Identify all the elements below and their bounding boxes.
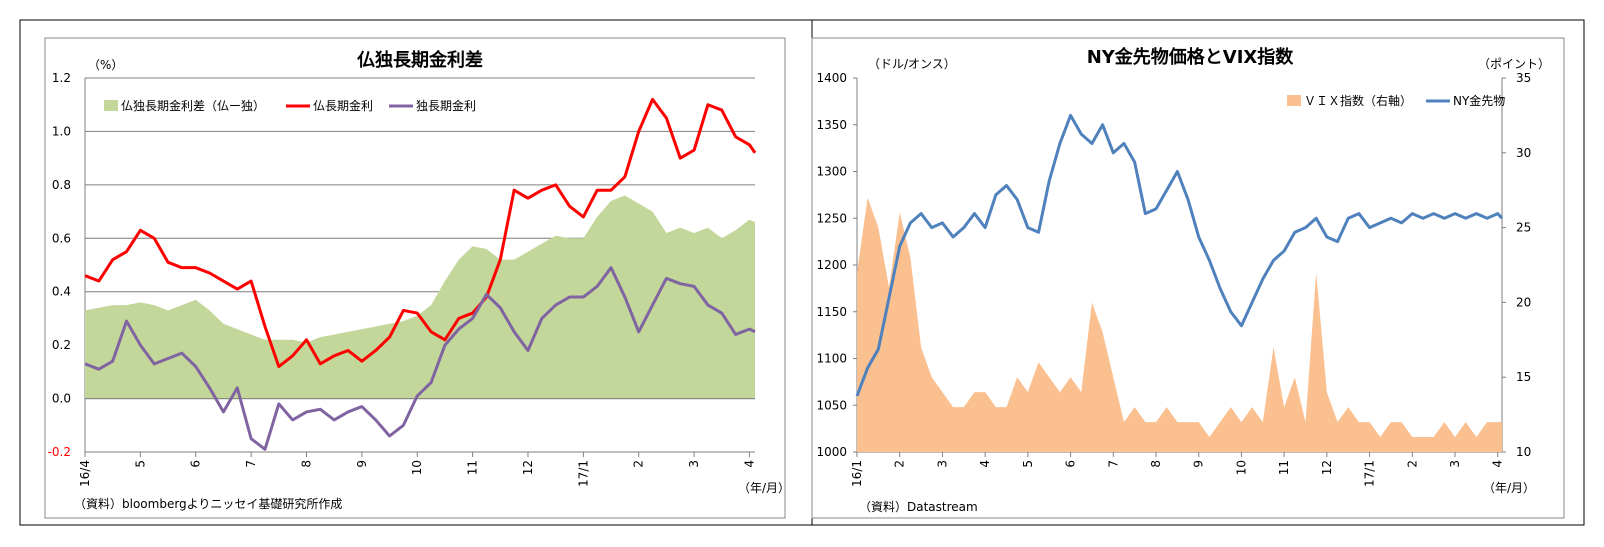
x-tick-label: 5 xyxy=(1021,460,1035,468)
y-right-tick-label: 30 xyxy=(1516,146,1531,160)
x-tick-label: 7 xyxy=(244,460,258,468)
x-tick-label: 3 xyxy=(1448,460,1462,468)
legend-label-germany: 独長期金利 xyxy=(416,98,476,113)
x-tick-label: 16/4 xyxy=(78,460,92,487)
y-left-tick-label: 1400 xyxy=(816,71,847,85)
x-tick-label: 3 xyxy=(935,460,949,468)
right-x-unit: （年/月） xyxy=(1483,481,1535,495)
legend-label-france: 仏長期金利 xyxy=(313,98,373,113)
x-tick-label: 16/1 xyxy=(850,460,864,487)
left-legend: 仏独長期金利差（仏ー独） 仏長期金利 独長期金利 xyxy=(104,98,476,113)
legend-swatch-vix xyxy=(1287,95,1301,106)
y-left-tick-label: 1300 xyxy=(816,165,847,179)
right-chart: NY金先物価格とVIX指数 （ドル/オンス） （ポイント） 1400 1350 13… xyxy=(811,37,1565,519)
legend-swatch-spread xyxy=(104,100,118,111)
y-tick-label: 0.6 xyxy=(52,231,71,245)
x-tick-label: 6 xyxy=(1064,460,1078,468)
left-y-unit: （%） xyxy=(88,58,123,72)
x-tick-label: 11 xyxy=(1277,460,1291,475)
right-source-note: （資料）Datastream xyxy=(859,500,978,514)
x-tick-label: 8 xyxy=(1149,460,1163,468)
right-x-tick-labels: 16/1 2 3 4 5 6 7 8 9 10 11 12 17/1 2 3 4 xyxy=(850,452,1505,487)
left-chart-title: 仏独長期金利差 xyxy=(357,49,483,71)
y-right-tick-label: 20 xyxy=(1516,295,1531,309)
y-tick-label: 0.2 xyxy=(52,338,71,352)
x-tick-label: 9 xyxy=(355,460,369,468)
right-y-right-unit: （ポイント） xyxy=(1478,57,1550,71)
right-chart-title: NY金先物価格とVIX指数 xyxy=(1087,46,1295,68)
right-y-left-tick-labels: 1400 1350 1300 1250 1200 1150 1100 1050 1000 xyxy=(816,71,857,459)
x-tick-label: 3 xyxy=(687,460,701,468)
x-tick-label: 8 xyxy=(299,460,313,468)
x-tick-label: 5 xyxy=(133,460,147,468)
series-line-germany xyxy=(84,266,756,451)
left-source-note: （資料）bloombergよりニッセイ基礎研究所作成 xyxy=(74,496,342,511)
x-tick-label: 4 xyxy=(1491,460,1505,468)
x-tick-label: 9 xyxy=(1192,460,1206,468)
x-tick-label: 11 xyxy=(466,460,480,475)
y-right-tick-label: 25 xyxy=(1516,221,1531,235)
x-tick-label: 10 xyxy=(1234,460,1248,475)
left-x-tick-labels: 16/4 5 6 7 8 9 10 11 12 17/1 2 3 4 xyxy=(78,452,756,487)
y-tick-label: 0.8 xyxy=(52,178,71,192)
y-tick-label: 0.4 xyxy=(52,285,71,299)
y-left-tick-label: 1150 xyxy=(816,305,847,319)
right-legend: ＶＩＸ指数（右軸） NY金先物 xyxy=(1287,93,1505,108)
series-area-spread xyxy=(85,195,755,399)
left-x-unit: （年/月） xyxy=(738,481,790,495)
y-left-tick-label: 1050 xyxy=(816,398,847,412)
right-plot-area xyxy=(855,78,1504,453)
x-tick-label: 2 xyxy=(1405,460,1419,468)
x-tick-label: 17/1 xyxy=(576,460,590,487)
x-tick-label: 2 xyxy=(632,460,646,468)
y-tick-label: 0.0 xyxy=(52,392,71,406)
series-line-gold xyxy=(855,113,1504,397)
left-plot-area xyxy=(84,97,757,451)
y-left-tick-label: 1250 xyxy=(816,211,847,225)
y-left-tick-label: 1350 xyxy=(816,118,847,132)
x-tick-label: 12 xyxy=(1320,460,1334,475)
x-tick-label: 4 xyxy=(978,460,992,468)
y-right-tick-label: 10 xyxy=(1516,445,1531,459)
x-tick-label: 17/1 xyxy=(1363,460,1377,487)
x-tick-label: 4 xyxy=(742,460,756,468)
x-tick-label: 10 xyxy=(410,460,424,475)
y-left-tick-label: 1000 xyxy=(816,445,847,459)
outer-frame xyxy=(19,19,1585,526)
legend-label-vix: ＶＩＸ指数（右軸） xyxy=(1304,93,1412,108)
y-left-tick-label: 1200 xyxy=(816,258,847,272)
x-tick-label: 6 xyxy=(189,460,203,468)
legend-label-spread: 仏独長期金利差（仏ー独） xyxy=(121,98,265,113)
x-tick-label: 12 xyxy=(521,460,535,475)
y-tick-label: -0.2 xyxy=(48,445,71,459)
legend-label-gold: NY金先物 xyxy=(1453,93,1505,108)
series-area-vix xyxy=(857,197,1502,452)
y-right-tick-label: 35 xyxy=(1516,71,1531,85)
x-tick-label: 7 xyxy=(1106,460,1120,468)
series-line-france xyxy=(84,97,757,369)
y-right-tick-label: 15 xyxy=(1516,370,1531,384)
y-tick-label: 1.2 xyxy=(52,71,71,85)
y-tick-label: 1.0 xyxy=(52,124,71,138)
y-left-tick-label: 1100 xyxy=(816,352,847,366)
left-chart: 仏独長期金利差 （%） 1.2 1.0 0.8 0.6 0.4 0.2 0.0 -0.2 16… xyxy=(44,37,790,519)
left-y-tick-labels: 1.2 1.0 0.8 0.6 0.4 0.2 0.0 -0.2 xyxy=(48,71,71,459)
x-tick-label: 2 xyxy=(893,460,907,468)
right-y-right-tick-labels: 35 30 25 20 15 10 xyxy=(1502,71,1531,459)
right-y-left-unit: （ドル/オンス） xyxy=(868,57,956,71)
